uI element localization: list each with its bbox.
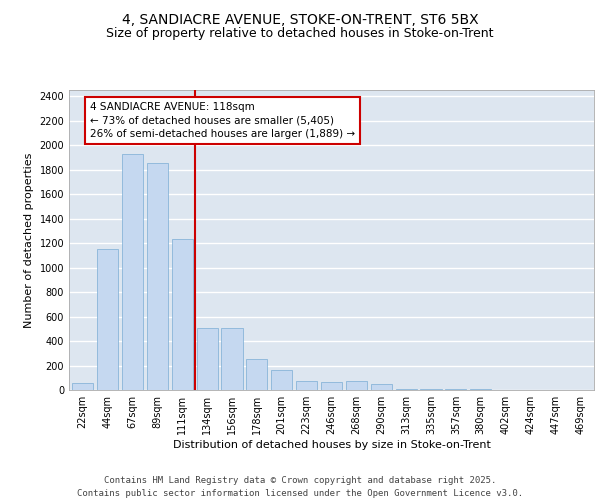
Bar <box>97 248 118 390</box>
Bar <box>395 388 417 390</box>
Bar <box>371 384 392 390</box>
Bar <box>346 381 367 390</box>
Bar <box>321 382 342 390</box>
Text: Size of property relative to detached houses in Stoke-on-Trent: Size of property relative to detached ho… <box>106 28 494 40</box>
Bar <box>197 328 218 390</box>
Text: 4, SANDIACRE AVENUE, STOKE-ON-TRENT, ST6 5BX: 4, SANDIACRE AVENUE, STOKE-ON-TRENT, ST6… <box>122 12 478 26</box>
Bar <box>147 164 168 390</box>
Bar <box>296 381 317 390</box>
Bar <box>271 370 292 390</box>
Bar <box>246 359 268 390</box>
Bar <box>172 240 193 390</box>
X-axis label: Distribution of detached houses by size in Stoke-on-Trent: Distribution of detached houses by size … <box>173 440 490 450</box>
Bar <box>445 389 466 390</box>
Y-axis label: Number of detached properties: Number of detached properties <box>24 152 34 328</box>
Text: 4 SANDIACRE AVENUE: 118sqm
← 73% of detached houses are smaller (5,405)
26% of s: 4 SANDIACRE AVENUE: 118sqm ← 73% of deta… <box>90 102 355 139</box>
Bar <box>122 154 143 390</box>
Bar <box>221 328 242 390</box>
Bar <box>72 384 93 390</box>
Text: Contains HM Land Registry data © Crown copyright and database right 2025.
Contai: Contains HM Land Registry data © Crown c… <box>77 476 523 498</box>
Bar <box>421 389 442 390</box>
